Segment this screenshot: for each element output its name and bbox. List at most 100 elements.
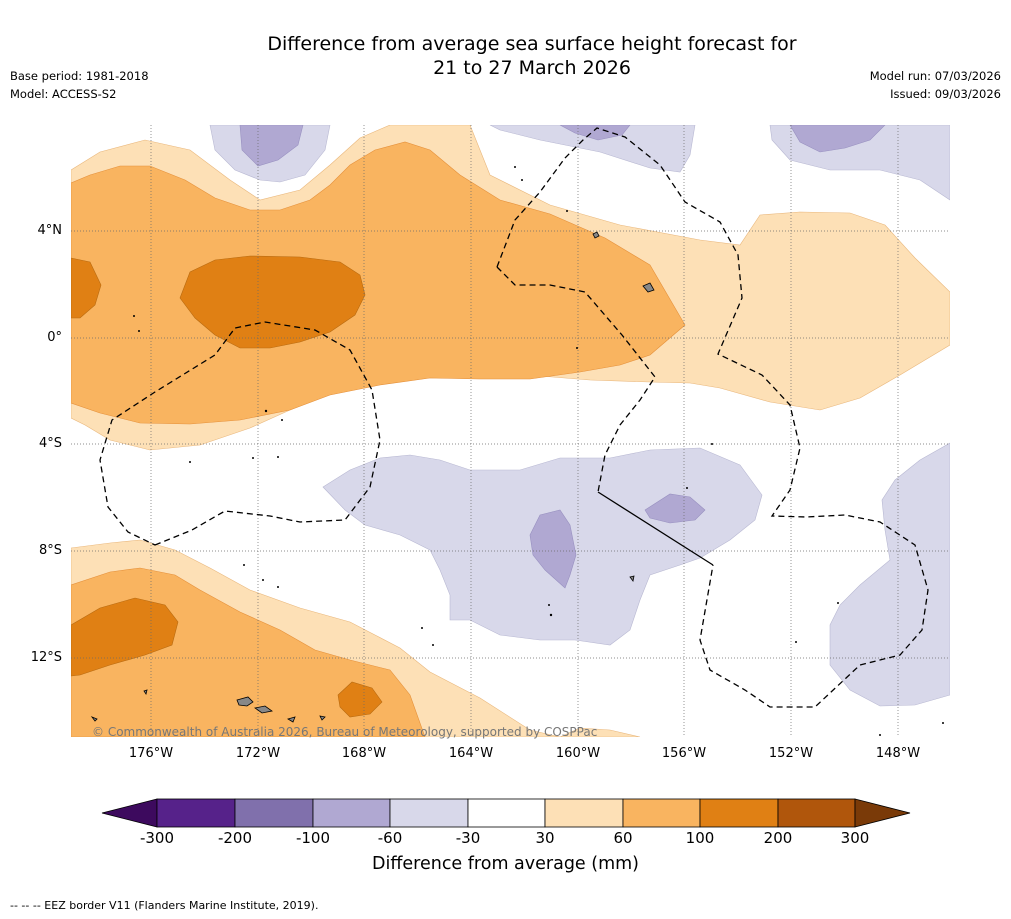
colorbar-tick-neg100: -100 bbox=[295, 829, 331, 847]
atoll-5 bbox=[133, 315, 135, 317]
blob-dark-orange-west bbox=[71, 257, 102, 319]
lon-label-164w: 164°W bbox=[448, 746, 494, 761]
island-small-2 bbox=[592, 231, 600, 239]
blob-medium-purple-north bbox=[239, 125, 304, 167]
atoll-11 bbox=[277, 456, 279, 458]
island-savaii bbox=[236, 696, 254, 707]
base-period: Base period: 1981-2018 bbox=[10, 69, 149, 83]
meta-right: Model run: 07/03/2026 Issued: 09/03/2026 bbox=[870, 67, 1001, 103]
colorbar-tick-neg30: -30 bbox=[455, 829, 481, 847]
chart-title: Difference from average sea surface heig… bbox=[0, 32, 1011, 80]
issued-date: Issued: 09/03/2026 bbox=[890, 87, 1001, 101]
colorbar-segment-1 bbox=[156, 798, 236, 828]
atoll-21 bbox=[837, 602, 839, 604]
eez-border-kiribati-line bbox=[496, 127, 929, 708]
atoll-14 bbox=[277, 586, 279, 588]
island-small-5 bbox=[629, 575, 635, 582]
atoll-8 bbox=[281, 419, 283, 421]
blob-medium-purple-east bbox=[644, 493, 706, 524]
colorbar-tick-100: 100 bbox=[685, 829, 715, 847]
lon-label-148w: 148°W bbox=[875, 746, 921, 761]
atoll-18 bbox=[549, 613, 553, 617]
lat-label-8s: 8°S bbox=[38, 543, 62, 558]
band-medium-orange-north bbox=[71, 141, 686, 425]
atoll-2 bbox=[521, 179, 523, 181]
island-upolu bbox=[254, 705, 273, 714]
copyright-notice: © Commonwealth of Australia 2026, Bureau… bbox=[92, 725, 598, 739]
lat-label-12s: 12°S bbox=[30, 650, 62, 665]
atoll-7 bbox=[264, 409, 268, 413]
lon-label-160w: 160°W bbox=[555, 746, 601, 761]
colorbar-tick-30: 30 bbox=[535, 829, 555, 847]
model-name: Model: ACCESS-S2 bbox=[10, 87, 117, 101]
atoll-1 bbox=[514, 166, 516, 168]
atoll-22 bbox=[795, 641, 797, 643]
atoll-24 bbox=[942, 722, 944, 724]
colorbar-segment-9 bbox=[777, 798, 856, 828]
island-small-3 bbox=[143, 689, 148, 695]
atoll-23 bbox=[879, 734, 881, 736]
title-line-1: Difference from average sea surface heig… bbox=[267, 33, 797, 55]
graticule bbox=[71, 125, 950, 737]
model-run: Model run: 07/03/2026 bbox=[869, 69, 1001, 83]
meta-left: Base period: 1981-2018 Model: ACCESS-S2 bbox=[10, 67, 149, 103]
atoll-15 bbox=[421, 627, 423, 629]
map-plot-area bbox=[71, 125, 950, 737]
blob-medium-purple-northeast bbox=[559, 125, 631, 141]
lon-label-172w: 172°W bbox=[235, 746, 281, 761]
colorbar-extend-high bbox=[854, 798, 911, 828]
island-small-4 bbox=[287, 716, 296, 723]
lon-label-176w: 176°W bbox=[128, 746, 174, 761]
colorbar bbox=[101, 798, 911, 828]
colorbar-segment-3 bbox=[312, 798, 391, 828]
island-small-6 bbox=[90, 716, 98, 722]
colorbar-segment-6 bbox=[544, 798, 624, 828]
islands bbox=[90, 231, 655, 723]
title-line-2: 21 to 27 March 2026 bbox=[433, 57, 631, 79]
colorbar-tick-neg60: -60 bbox=[377, 829, 403, 847]
colorbar-tick-neg300: -300 bbox=[139, 829, 175, 847]
lat-label-4n: 4°N bbox=[37, 223, 63, 238]
contour-neg60-neg100 bbox=[239, 125, 886, 589]
atoll-19 bbox=[686, 487, 688, 489]
colorbar-tick-neg200: -200 bbox=[217, 829, 253, 847]
atoll-12 bbox=[243, 564, 245, 566]
eez-footnote: -- -- -- EEZ border V11 (Flanders Marine… bbox=[10, 899, 319, 912]
lon-label-152w: 152°W bbox=[768, 746, 814, 761]
colorbar-segment-2 bbox=[234, 798, 314, 828]
atoll-10 bbox=[252, 457, 254, 459]
blob-light-purple-east bbox=[829, 442, 950, 707]
atoll-6 bbox=[138, 330, 140, 332]
atoll-4 bbox=[576, 347, 578, 349]
blob-medium-purple-far-northeast bbox=[789, 125, 886, 153]
lat-label-4s: 4°S bbox=[38, 436, 62, 451]
colorbar-tick-300: 300 bbox=[840, 829, 870, 847]
eez-border-phoenix bbox=[496, 266, 656, 493]
island-small-1 bbox=[642, 282, 655, 293]
blob-medium-purple-central bbox=[529, 509, 577, 589]
atolls bbox=[133, 166, 944, 736]
eez-border-tokelau bbox=[99, 321, 381, 546]
eez-border-solid-segment bbox=[597, 491, 714, 566]
colorbar-title: Difference from average (mm) bbox=[371, 854, 640, 874]
blob-dark-orange-equator bbox=[179, 255, 366, 349]
colorbar-segment-8 bbox=[699, 798, 779, 828]
colorbar-segment-4 bbox=[389, 798, 469, 828]
blob-light-purple-northeast bbox=[489, 125, 696, 173]
atoll-20 bbox=[711, 443, 713, 445]
atoll-3 bbox=[566, 210, 568, 212]
colorbar-extend-low bbox=[101, 798, 158, 828]
atoll-9 bbox=[189, 461, 191, 463]
atoll-17 bbox=[548, 604, 550, 606]
lon-label-156w: 156°W bbox=[661, 746, 707, 761]
colorbar-tick-200: 200 bbox=[763, 829, 793, 847]
island-small-7 bbox=[319, 715, 326, 721]
lat-label-0: 0° bbox=[47, 330, 62, 345]
atoll-13 bbox=[262, 579, 264, 581]
blob-dark-orange-south bbox=[337, 681, 383, 718]
eez-borders bbox=[99, 127, 929, 708]
colorbar-tick-60: 60 bbox=[613, 829, 633, 847]
lon-label-168w: 168°W bbox=[341, 746, 387, 761]
colorbar-segment-7 bbox=[622, 798, 701, 828]
